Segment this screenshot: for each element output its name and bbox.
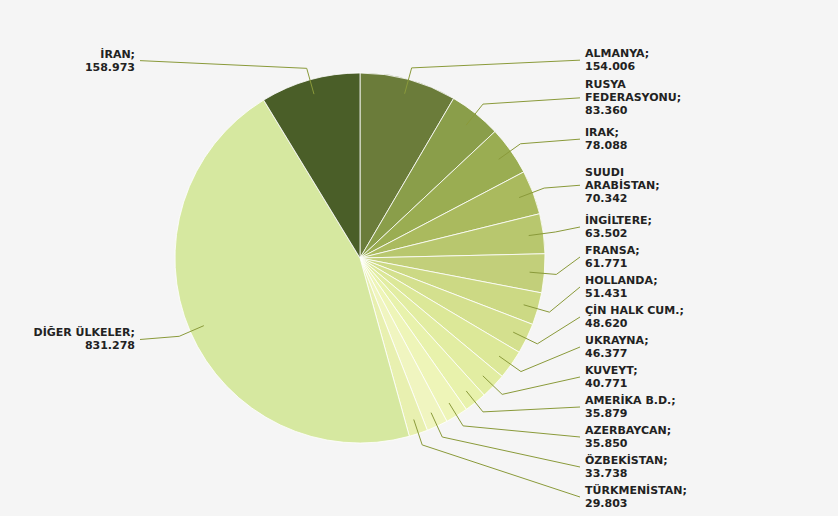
leader-line (529, 227, 580, 236)
category-label: ÇİN HALK CUM.; (585, 303, 684, 317)
slice (360, 214, 545, 258)
value-label: 70.342 (585, 192, 627, 205)
leader-line (405, 60, 580, 94)
category-label: HOLLANDA; (585, 274, 658, 287)
leader-line (449, 403, 580, 437)
slices (175, 73, 545, 443)
category-label: ALMANYA; (585, 47, 649, 60)
leader-line (483, 376, 580, 395)
leader-line (499, 347, 580, 372)
value-label: 78.088 (585, 139, 627, 152)
leader-line (466, 391, 580, 412)
value-label: 63.502 (585, 227, 627, 240)
value-label: 154.006 (585, 60, 635, 73)
category-label: FRANSA; (585, 244, 640, 257)
leader-line (140, 326, 204, 340)
value-label: 48.620 (585, 317, 628, 330)
leader-line (140, 61, 314, 95)
category-label: AMERİKA B.D.; (585, 393, 676, 407)
category-label: SUUDIARABİSTAN; (585, 166, 660, 192)
category-label: IRAK; (585, 126, 619, 139)
value-label: 33.738 (585, 467, 627, 480)
leader-line (466, 98, 580, 125)
category-label: KUVEYT; (585, 364, 638, 377)
leader-line (431, 413, 580, 467)
background (0, 0, 838, 516)
category-label: TÜRKMENİSTAN; (585, 483, 687, 497)
chart: ALMANYA;154.006 RUSYAFEDERASYONU;83.360 IR… (0, 0, 838, 516)
slice (264, 73, 360, 258)
category-label: RUSYAFEDERASYONU; (585, 78, 681, 104)
value-label: 35.879 (585, 407, 627, 420)
slice (175, 100, 409, 443)
value-label: 46.377 (585, 347, 627, 360)
leader-lines (140, 60, 580, 497)
category-label: AZERBAYCAN; (585, 424, 671, 437)
leader-line (519, 185, 580, 197)
value-label: 29.803 (585, 497, 627, 510)
value-label: 40.771 (585, 377, 627, 390)
leader-line (524, 287, 580, 312)
category-label: ÖZBEKİSTAN; (585, 453, 668, 467)
leader-line (414, 419, 580, 497)
leader-line (530, 257, 580, 274)
category-label: UKRAYNA; (585, 334, 649, 347)
value-label: 158.973 (85, 61, 135, 74)
value-label: 61.771 (585, 257, 627, 270)
category-label: İNGİLTERE; (585, 213, 652, 227)
value-label: 83.360 (585, 104, 628, 117)
labels: ALMANYA;154.006 RUSYAFEDERASYONU;83.360 IR… (34, 47, 687, 510)
category-label: İRAN; (100, 47, 135, 61)
leader-line (513, 317, 580, 344)
leader-line (499, 139, 580, 159)
category-label: DİĞER ÜLKELER; (34, 325, 135, 339)
value-label: 35.850 (585, 437, 628, 450)
value-label: 831.278 (85, 339, 135, 352)
value-label: 51.431 (585, 287, 627, 300)
